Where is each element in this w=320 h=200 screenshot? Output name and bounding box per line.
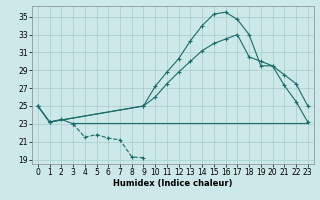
- X-axis label: Humidex (Indice chaleur): Humidex (Indice chaleur): [113, 179, 233, 188]
